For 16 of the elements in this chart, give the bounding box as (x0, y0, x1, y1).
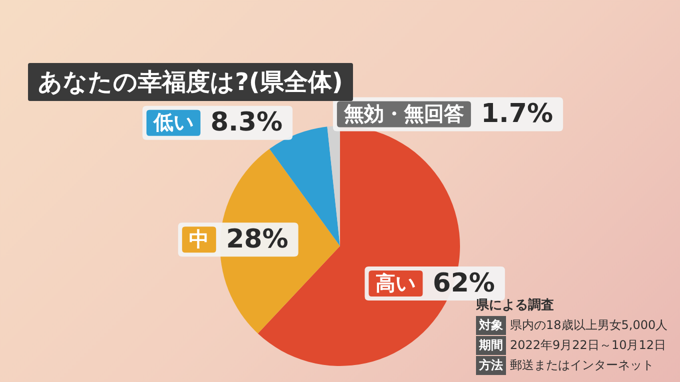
text: 県による調査 (476, 296, 555, 315)
slice-label: 中 (189, 226, 210, 251)
text: 方法 (476, 356, 506, 375)
data-label: 62% (432, 268, 495, 298)
text: 2022年9月22日～10月12日 (510, 337, 666, 354)
data-label: 28% (226, 224, 288, 254)
slice-label: 高い (376, 270, 416, 295)
slice-label: 低い (152, 110, 194, 134)
text: 対象 (476, 316, 506, 335)
data-label: 1.7% (480, 98, 554, 129)
chart-title: あなたの幸福度は?(県全体) (28, 63, 353, 101)
text: 県内の18歳以上男女5,000人 (510, 317, 668, 334)
text: 郵送またはインターネット (510, 357, 654, 374)
slice-label: 無効・無回答 (342, 101, 464, 126)
data-label: 8.3% (210, 108, 283, 138)
text: 期間 (476, 336, 506, 355)
